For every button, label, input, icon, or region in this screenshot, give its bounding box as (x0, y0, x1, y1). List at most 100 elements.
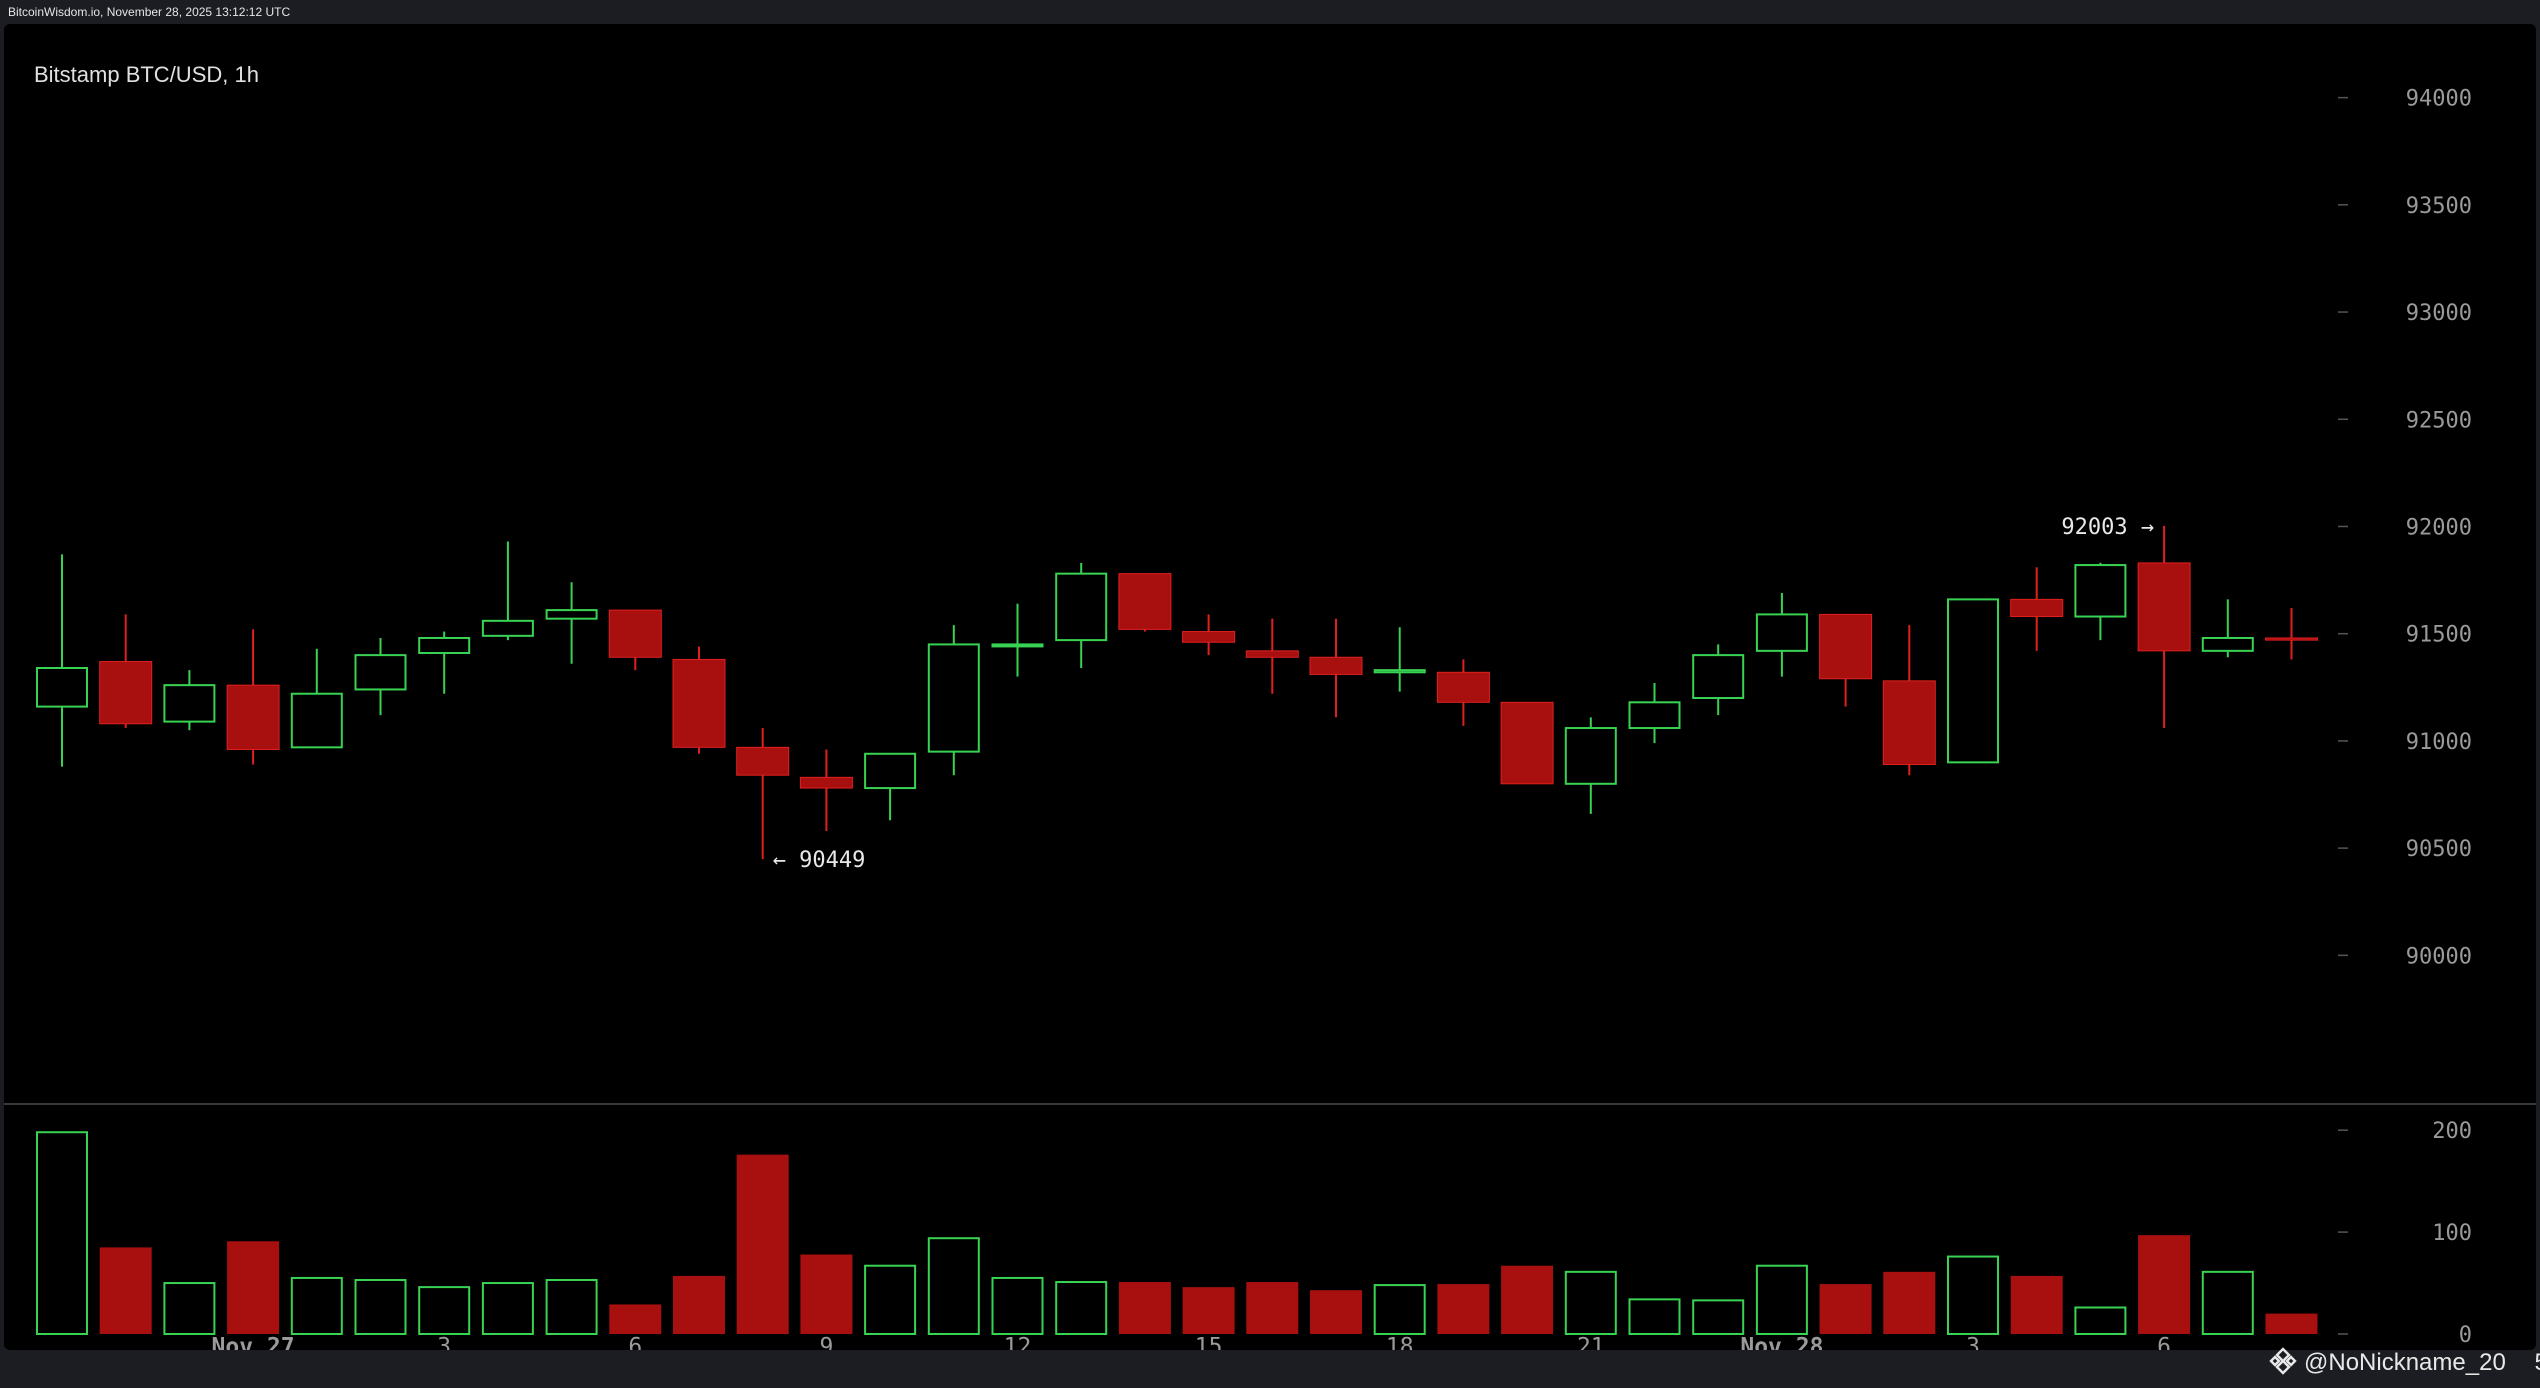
candle (290, 648, 343, 749)
candle-body-down (2265, 637, 2318, 641)
volume-bar-up (2074, 1306, 2127, 1335)
candle (1947, 598, 1999, 764)
candle-body-down (1819, 613, 1873, 680)
candle (1755, 592, 1808, 677)
volume-bar-up (927, 1237, 980, 1335)
volume-bar-down (800, 1254, 853, 1334)
candle-body-up (481, 619, 534, 637)
volume-axis-label: 100 (2432, 1221, 2472, 1246)
volume-bar-up (2201, 1270, 2254, 1336)
candle-body-up (1947, 598, 1999, 764)
candle (2265, 607, 2318, 660)
candle-body-down (2137, 562, 2191, 652)
candle-body-down (608, 609, 662, 658)
candle-body-down (1118, 573, 1172, 630)
volume-bar-down (1182, 1287, 1235, 1334)
candle-body-down (1309, 656, 1363, 675)
price-axis-label: 92500 (2406, 408, 2472, 433)
volume-bar-down (1501, 1265, 1554, 1334)
candle-body-down (226, 684, 280, 750)
x-axis-label: 6 (628, 1334, 642, 1350)
x-axis-label: Nov 27 (212, 1334, 295, 1350)
volume-bar-down (1310, 1290, 1362, 1334)
price-axis-label: 93000 (2406, 301, 2472, 326)
volume-bar-down (2010, 1275, 2063, 1334)
candle (1309, 618, 1363, 718)
price-axis-label: 94000 (2406, 87, 2472, 112)
candle-body-down (736, 746, 790, 776)
candle-body-up (1628, 701, 1681, 730)
candle (608, 609, 662, 671)
candle (1118, 573, 1172, 632)
candle-body-up (418, 636, 471, 654)
binance-logo-icon (2269, 1347, 2297, 1375)
candle-body-up (354, 654, 407, 691)
volume-bar-down (1883, 1271, 1936, 1334)
candle-body-up (2201, 636, 2254, 652)
volume-bar-up (418, 1286, 471, 1335)
volume-bar-up (481, 1282, 534, 1335)
volume-bar-up (1373, 1284, 1426, 1335)
price-annotation: ← 90449 (773, 848, 866, 873)
watermark-tail: 5 (2534, 1349, 2540, 1376)
candle-body-up (1692, 654, 1745, 700)
candle (545, 582, 598, 664)
volume-bar-up (1692, 1299, 1745, 1336)
chart-title: Bitstamp BTC/USD, 1h (34, 62, 259, 87)
candle-body-down (1245, 650, 1299, 658)
volume-bar-up (1628, 1298, 1681, 1336)
volume-bar-up (354, 1278, 407, 1336)
candle-body-up (1373, 669, 1426, 674)
candle-body-up (1755, 613, 1808, 652)
price-axis-label: 90000 (2406, 944, 2472, 969)
candle (163, 670, 216, 731)
x-axis-label: 9 (819, 1334, 833, 1350)
candle-body-up (163, 684, 216, 723)
volume-bar-down (609, 1304, 662, 1334)
candle (226, 629, 280, 765)
volume-bar-up (290, 1276, 343, 1336)
candle (1564, 717, 1617, 814)
candle (354, 637, 407, 716)
x-axis-label: 15 (1195, 1334, 1223, 1350)
x-axis-label: 6 (2157, 1334, 2171, 1350)
candle-body-up (36, 667, 88, 708)
x-axis-label: 18 (1386, 1334, 1414, 1350)
candle-body-down (1436, 671, 1490, 703)
candle (1882, 625, 1936, 776)
candle-body-up (290, 692, 343, 749)
candle (2010, 567, 2064, 651)
x-axis-label: 12 (1004, 1334, 1032, 1350)
volume-bar-up (545, 1278, 598, 1336)
candle (99, 614, 153, 729)
volume-bar-up (1564, 1270, 1617, 1336)
watermark-text: @NoNickname_20 5 (2304, 1349, 2540, 1377)
price-axis-label: 93500 (2406, 194, 2472, 219)
candle-body-down (799, 776, 853, 789)
volume-bar-down (736, 1154, 789, 1334)
x-axis-label: Nov 28 (1740, 1334, 1823, 1350)
volume-bar-down (99, 1247, 152, 1334)
volume-bar-up (36, 1131, 88, 1335)
candle (1628, 683, 1681, 744)
candle (481, 541, 534, 641)
volume-bar-up (1755, 1264, 1808, 1335)
volume-bar-up (163, 1282, 216, 1335)
volume-axis-label: 0 (2459, 1323, 2472, 1348)
candle (1692, 644, 1745, 716)
candle (36, 554, 88, 767)
volume-bar-down (1437, 1284, 1490, 1334)
volume-bar-up (1055, 1281, 1108, 1335)
chart-panel: 90000 90500 91000 91500 92000 92500 93000 93500… (4, 24, 2536, 1350)
candle-body-up (2074, 564, 2127, 618)
price-annotation: 92003 → (2061, 515, 2154, 540)
candle (864, 752, 917, 821)
candle (1182, 614, 1236, 656)
candle-body-down (1882, 680, 1936, 765)
x-axis-label: 21 (1577, 1334, 1605, 1350)
candle-body-up (864, 752, 917, 790)
volume-bar-down (1819, 1284, 1872, 1334)
volume-bar-down (2138, 1235, 2191, 1334)
candle-body-down (2010, 598, 2064, 618)
candle-body-down (99, 661, 153, 725)
